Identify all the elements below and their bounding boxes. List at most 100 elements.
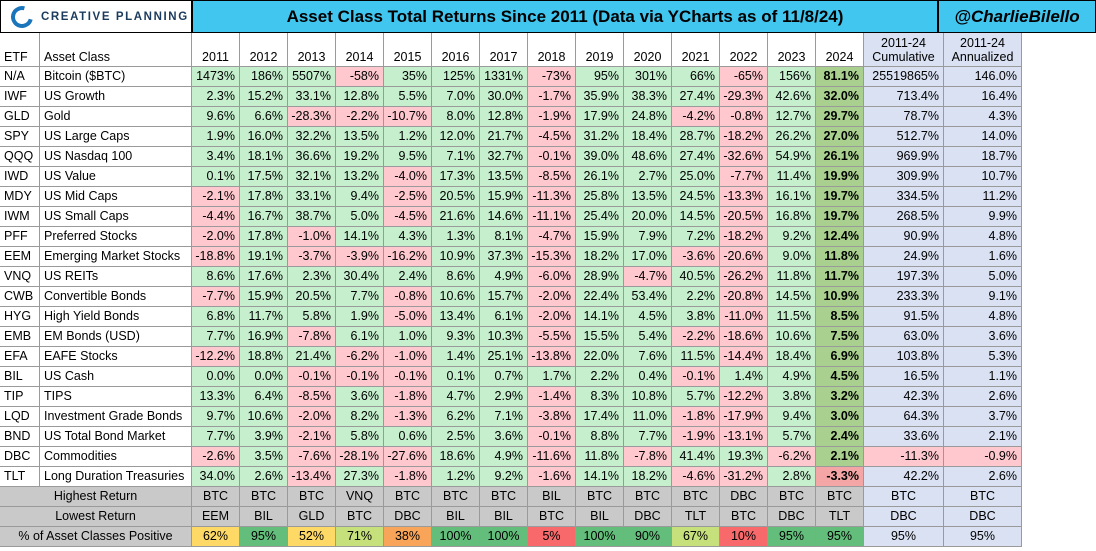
- etf-ticker: IWD: [0, 167, 40, 187]
- return-cell: 18.1%: [240, 147, 288, 167]
- return-cell: -0.1%: [672, 367, 720, 387]
- return-cell: -2.1%: [192, 187, 240, 207]
- return-cell: -11.3%: [528, 187, 576, 207]
- return-cell: 8.6%: [192, 267, 240, 287]
- return-cell: -18.8%: [192, 247, 240, 267]
- return-cell: 4.5%: [816, 367, 864, 387]
- column-header-2014: 2014: [336, 33, 384, 67]
- etf-ticker: VNQ: [0, 267, 40, 287]
- annualized-return-cell: 1.1%: [944, 367, 1022, 387]
- asset-class-name: Investment Grade Bonds: [40, 407, 192, 427]
- cumulative-return-cell: 42.3%: [864, 387, 944, 407]
- return-cell: -1.7%: [528, 87, 576, 107]
- lowest-return-cell: EEM: [192, 507, 240, 527]
- return-cell: 2.9%: [480, 387, 528, 407]
- return-cell: 34.0%: [192, 467, 240, 487]
- return-cell: 2.2%: [672, 287, 720, 307]
- return-cell: 38.7%: [288, 207, 336, 227]
- return-cell: 10.9%: [432, 247, 480, 267]
- return-cell: 7.0%: [432, 87, 480, 107]
- return-cell: -73%: [528, 67, 576, 87]
- return-cell: 9.6%: [192, 107, 240, 127]
- lowest-return-cell: DBC: [864, 507, 944, 527]
- highest-return-cell: DBC: [720, 487, 768, 507]
- return-cell: 7.7%: [624, 427, 672, 447]
- return-cell: -4.5%: [384, 207, 432, 227]
- lowest-return-cell: DBC: [944, 507, 1022, 527]
- return-cell: 15.7%: [480, 287, 528, 307]
- return-cell: -1.9%: [528, 107, 576, 127]
- column-header-2024: 2024: [816, 33, 864, 67]
- asset-class-name: Convertible Bonds: [40, 287, 192, 307]
- cumulative-return-cell: 64.3%: [864, 407, 944, 427]
- column-header-asset-class: Asset Class: [40, 33, 192, 67]
- return-cell: 7.7%: [192, 327, 240, 347]
- return-cell: -32.6%: [720, 147, 768, 167]
- return-cell: -4.7%: [624, 267, 672, 287]
- cumulative-return-cell: 42.2%: [864, 467, 944, 487]
- etf-ticker: N/A: [0, 67, 40, 87]
- return-cell: -28.3%: [288, 107, 336, 127]
- etf-ticker: CWB: [0, 287, 40, 307]
- return-cell: 9.2%: [480, 467, 528, 487]
- return-cell: -0.1%: [528, 427, 576, 447]
- brand-c-icon: [6, 1, 38, 32]
- asset-class-name: Long Duration Treasuries: [40, 467, 192, 487]
- return-cell: 9.7%: [192, 407, 240, 427]
- return-cell: 6.8%: [192, 307, 240, 327]
- return-cell: 15.9%: [480, 187, 528, 207]
- percent-positive-cell: 95%: [768, 527, 816, 547]
- return-cell: -31.2%: [720, 467, 768, 487]
- etf-ticker: TLT: [0, 467, 40, 487]
- return-cell: -0.8%: [720, 107, 768, 127]
- return-cell: -3.9%: [336, 247, 384, 267]
- return-cell: -2.6%: [192, 447, 240, 467]
- return-cell: 1473%: [192, 67, 240, 87]
- return-cell: -2.2%: [336, 107, 384, 127]
- asset-class-name: US Large Caps: [40, 127, 192, 147]
- return-cell: 30.4%: [336, 267, 384, 287]
- return-cell: 15.5%: [576, 327, 624, 347]
- return-cell: -0.8%: [384, 287, 432, 307]
- return-cell: 10.8%: [624, 387, 672, 407]
- highest-return-cell: BTC: [432, 487, 480, 507]
- author-handle: @CharlieBilello: [938, 0, 1096, 33]
- return-cell: 3.2%: [816, 387, 864, 407]
- return-cell: 66%: [672, 67, 720, 87]
- return-cell: -29.3%: [720, 87, 768, 107]
- column-header-etf: ETF: [0, 33, 40, 67]
- return-cell: 13.4%: [432, 307, 480, 327]
- return-cell: 125%: [432, 67, 480, 87]
- return-cell: -7.7%: [192, 287, 240, 307]
- asset-class-name: Emerging Market Stocks: [40, 247, 192, 267]
- return-cell: 5.8%: [288, 307, 336, 327]
- return-cell: 1.3%: [432, 227, 480, 247]
- return-cell: 1.0%: [384, 327, 432, 347]
- return-cell: -1.9%: [672, 427, 720, 447]
- return-cell: 11.0%: [624, 407, 672, 427]
- return-cell: 3.9%: [240, 427, 288, 447]
- return-cell: 30.0%: [480, 87, 528, 107]
- return-cell: 4.5%: [624, 307, 672, 327]
- summary-label: % of Asset Classes Positive: [0, 527, 192, 547]
- return-cell: -0.1%: [384, 367, 432, 387]
- return-cell: 2.2%: [576, 367, 624, 387]
- return-cell: 37.3%: [480, 247, 528, 267]
- return-cell: -1.6%: [528, 467, 576, 487]
- return-cell: 19.7%: [816, 207, 864, 227]
- return-cell: -13.1%: [720, 427, 768, 447]
- return-cell: 14.1%: [336, 227, 384, 247]
- return-cell: 2.5%: [432, 427, 480, 447]
- annualized-return-cell: 16.4%: [944, 87, 1022, 107]
- annualized-return-cell: 2.6%: [944, 467, 1022, 487]
- asset-class-name: US REITs: [40, 267, 192, 287]
- return-cell: 15.9%: [240, 287, 288, 307]
- return-cell: -12.2%: [720, 387, 768, 407]
- return-cell: 12.8%: [336, 87, 384, 107]
- column-header-2016: 2016: [432, 33, 480, 67]
- return-cell: -18.6%: [720, 327, 768, 347]
- return-cell: 1.2%: [384, 127, 432, 147]
- return-cell: 8.2%: [336, 407, 384, 427]
- return-cell: 21.6%: [432, 207, 480, 227]
- return-cell: 9.5%: [384, 147, 432, 167]
